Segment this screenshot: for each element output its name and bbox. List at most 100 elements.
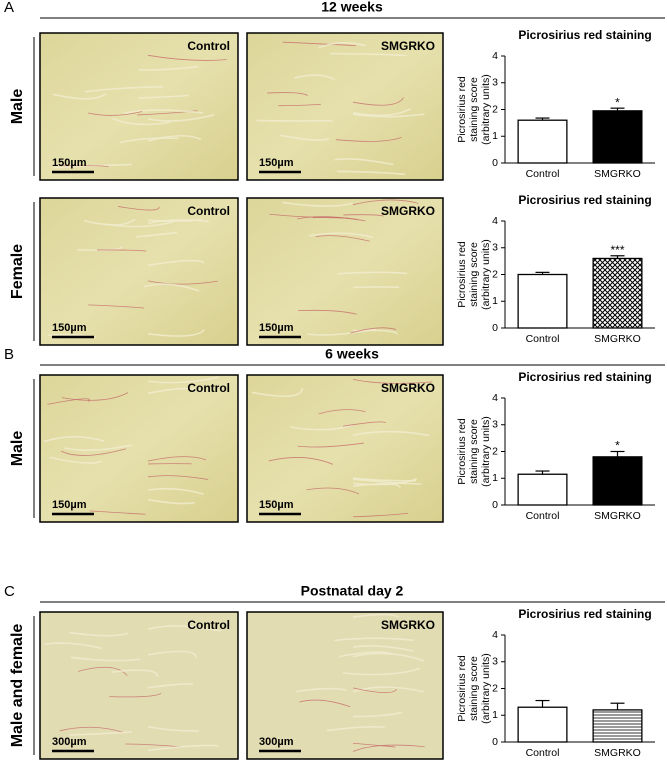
tissue-streak	[138, 94, 189, 99]
tissue-streak	[89, 510, 146, 515]
tissue-streak	[88, 111, 143, 116]
tissue-streak	[343, 214, 384, 217]
tissue-streak	[352, 97, 404, 106]
tissue-streak	[147, 725, 200, 732]
y-tick-label: 2	[492, 103, 498, 115]
tissue-streak	[47, 398, 91, 405]
tissue-streak	[352, 477, 417, 482]
image-label: SMGRKO	[381, 381, 435, 395]
panel-label: A	[4, 0, 14, 16]
tissue-streak	[143, 283, 200, 292]
y-tick-label: 3	[492, 656, 498, 668]
tissue-streak	[147, 487, 204, 495]
tissue-streak	[147, 456, 207, 462]
tissue-streak	[84, 85, 164, 93]
tissue-streak	[330, 52, 407, 57]
image-label: SMGRKO	[381, 39, 435, 53]
y-tick-label: 1	[492, 709, 498, 721]
tissue-streak	[147, 744, 219, 752]
bar	[592, 257, 643, 329]
tissue-streak	[147, 650, 198, 659]
y-tick-label: 2	[492, 445, 498, 457]
x-tick-label: Control	[526, 747, 560, 759]
tissue-streak	[339, 651, 393, 658]
significance-label: ***	[610, 243, 624, 257]
tissue-streak	[118, 206, 160, 211]
micrograph	[39, 32, 239, 181]
tissue-streak	[352, 113, 425, 118]
tissue-streak	[52, 93, 107, 100]
panel-label: C	[4, 583, 15, 600]
tissue-streak	[112, 117, 171, 126]
y-tick-label: 3	[492, 242, 498, 254]
y-tick-label: 0	[492, 499, 498, 511]
tissue-streak	[59, 165, 109, 168]
tissue-streak	[352, 430, 430, 437]
scale-label: 300µm	[259, 736, 294, 748]
scale-label: 150µm	[52, 157, 87, 169]
tissue-streak	[326, 725, 385, 732]
y-tick-label: 1	[492, 472, 498, 484]
y-tick-label: 4	[492, 50, 498, 62]
tissue-streak	[44, 642, 102, 650]
x-tick-label: SMGRKO	[594, 747, 641, 759]
image-label: SMGRKO	[381, 618, 435, 632]
tissue-streak	[278, 103, 321, 107]
tissue-streak	[318, 409, 366, 415]
tissue-streak	[337, 170, 406, 176]
tissue-streak	[352, 107, 412, 117]
tissue-streak	[69, 731, 133, 736]
chart-title: Picrosirius red staining	[518, 28, 651, 42]
tissue-streak	[147, 219, 210, 225]
tissue-streak	[282, 41, 356, 47]
tissue-streak	[59, 726, 124, 733]
tissue-streak	[147, 134, 202, 142]
tissue-streak	[147, 683, 193, 689]
tissue-streak	[342, 421, 386, 427]
panel-header: 6 weeks	[325, 346, 379, 362]
bar	[517, 119, 568, 164]
micrograph	[246, 374, 444, 523]
bar	[517, 473, 568, 506]
tissue-streak	[315, 235, 370, 242]
row-label: Male	[9, 431, 26, 467]
tissue-streak	[268, 457, 334, 465]
image-label: Control	[187, 39, 230, 53]
tissue-streak	[282, 201, 353, 207]
scale-label: 150µm	[259, 322, 294, 334]
y-tick-label: 0	[492, 736, 498, 748]
tissue-streak	[147, 54, 227, 61]
row-label: Male	[9, 89, 26, 125]
y-axis-label: (arbitrary units)	[480, 239, 492, 310]
y-tick-label: 3	[492, 419, 498, 431]
tissue-streak	[53, 163, 132, 169]
image-label: Control	[187, 381, 230, 395]
chart-title: Picrosirius red staining	[518, 370, 651, 384]
y-axis-label: Picrosirius red	[456, 418, 468, 485]
chart-title: Picrosirius red staining	[518, 607, 651, 621]
tissue-streak	[352, 687, 397, 694]
tissue-streak	[297, 442, 364, 448]
scale-label: 150µm	[52, 499, 87, 511]
tissue-streak	[61, 392, 129, 401]
tissue-streak	[138, 65, 199, 71]
tissue-streak	[147, 498, 195, 505]
tissue-streak	[334, 158, 394, 166]
tissue-streak	[104, 221, 174, 228]
y-axis-label: Picrosirius red	[456, 655, 468, 722]
tissue-streak	[318, 42, 367, 49]
bar	[592, 709, 643, 743]
x-tick-label: Control	[526, 333, 560, 345]
y-tick-label: 1	[492, 295, 498, 307]
tissue-streak	[49, 456, 103, 464]
y-tick-label: 4	[492, 629, 498, 641]
micrograph	[39, 197, 239, 346]
panel-header: 12 weeks	[321, 0, 383, 15]
tissue-streak	[147, 217, 202, 222]
significance-label: *	[615, 439, 620, 453]
y-tick-label: 2	[492, 268, 498, 280]
tissue-streak	[251, 387, 304, 398]
scale-label: 150µm	[259, 499, 294, 511]
micrograph	[246, 197, 444, 346]
bar	[517, 706, 568, 743]
